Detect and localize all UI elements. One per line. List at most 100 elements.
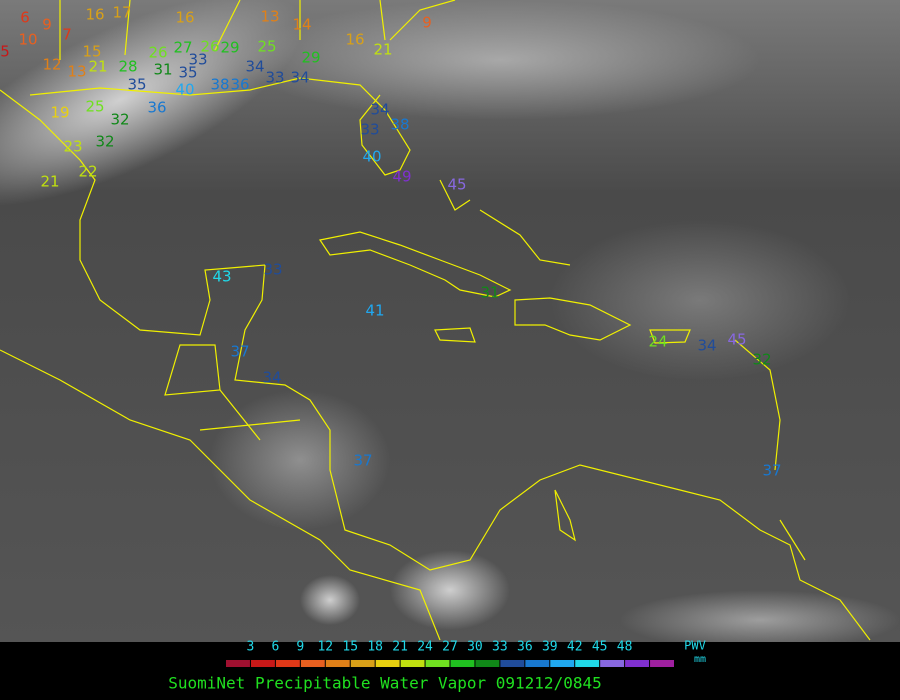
legend: 3 6 9 12 15 18 21 24 27 30 33 36 39 42 45 48 xyxy=(226,640,674,667)
station-value: 36 xyxy=(147,99,166,117)
station-value: 34 xyxy=(370,101,389,119)
station-value: 13 xyxy=(260,8,279,26)
legend-swatch xyxy=(226,660,250,667)
station-value: 43 xyxy=(212,268,231,286)
station-value: 14 xyxy=(292,16,311,34)
legend-swatch xyxy=(625,660,650,667)
station-value: 28 xyxy=(118,58,137,76)
legend-panel xyxy=(0,642,900,700)
legend-swatch xyxy=(275,660,300,667)
station-value: 36 xyxy=(230,76,249,94)
station-value: 33 xyxy=(188,51,207,69)
legend-tick-label: 36 xyxy=(517,640,533,655)
legend-swatch xyxy=(650,660,674,667)
station-value: 45 xyxy=(447,176,466,194)
legend-tick-label: 48 xyxy=(617,640,633,655)
station-value: 6 xyxy=(20,9,30,27)
station-value: 29 xyxy=(220,39,239,57)
station-value: 26 xyxy=(148,44,167,62)
station-value: 21 xyxy=(88,58,107,76)
station-value: 40 xyxy=(175,81,194,99)
station-value: 5 xyxy=(0,43,10,61)
legend-swatch xyxy=(425,660,450,667)
station-value: 25 xyxy=(85,98,104,116)
station-value: 15 xyxy=(82,43,101,61)
legend-swatch xyxy=(575,660,600,667)
station-value: 13 xyxy=(67,63,86,81)
legend-swatch xyxy=(375,660,400,667)
station-value: 37 xyxy=(353,452,372,470)
title: SuomiNet Precipitable Water Vapor 091212… xyxy=(168,674,601,693)
legend-swatch xyxy=(500,660,525,667)
legend-tick-label: 39 xyxy=(542,640,558,655)
station-value: 9 xyxy=(422,14,432,32)
station-value: 40 xyxy=(362,148,381,166)
station-value: 29 xyxy=(301,49,320,67)
satellite-image xyxy=(0,0,900,650)
legend-tick-label: 24 xyxy=(417,640,433,655)
station-value: 33 xyxy=(263,261,282,279)
legend-tick-label: 9 xyxy=(296,640,304,655)
station-value: 21 xyxy=(373,41,392,59)
station-value: 32 xyxy=(95,133,114,151)
legend-label: PWV xyxy=(684,639,706,653)
station-value: 19 xyxy=(50,104,69,122)
legend-tick-label: 6 xyxy=(271,640,279,655)
station-value: 31 xyxy=(480,284,499,302)
station-value: 31 xyxy=(153,61,172,79)
station-value: 35 xyxy=(178,64,197,82)
legend-swatch xyxy=(475,660,500,667)
station-value: 10 xyxy=(18,31,37,49)
legend-tick-label: 15 xyxy=(342,640,358,655)
legend-swatch xyxy=(300,660,325,667)
legend-swatch xyxy=(550,660,575,667)
station-value: 37 xyxy=(230,343,249,361)
station-value: 23 xyxy=(63,138,82,156)
station-value: 7 xyxy=(62,26,72,44)
station-value: 32 xyxy=(752,351,771,369)
station-value: 38 xyxy=(210,76,229,94)
station-value: 22 xyxy=(78,163,97,181)
station-value: 34 xyxy=(245,58,264,76)
legend-tick-label: 3 xyxy=(247,640,255,655)
station-value: 17 xyxy=(112,4,131,22)
station-value: 12 xyxy=(42,56,61,74)
legend-swatch xyxy=(400,660,425,667)
legend-tick-label: 21 xyxy=(392,640,408,655)
station-value: 16 xyxy=(345,31,364,49)
station-value: 38 xyxy=(390,116,409,134)
legend-swatch xyxy=(450,660,475,667)
station-value: 37 xyxy=(762,462,781,480)
station-value: 34 xyxy=(262,369,281,387)
station-value: 34 xyxy=(290,69,309,87)
station-value: 21 xyxy=(40,173,59,191)
legend-swatch xyxy=(600,660,625,667)
station-value: 9 xyxy=(42,16,52,34)
legend-tick-label: 27 xyxy=(442,640,458,655)
station-value: 33 xyxy=(265,69,284,87)
legend-swatch xyxy=(350,660,375,667)
station-value: 49 xyxy=(392,168,411,186)
station-value: 33 xyxy=(360,121,379,139)
legend-swatch xyxy=(325,660,350,667)
legend-swatch xyxy=(525,660,550,667)
station-value: 26 xyxy=(200,38,219,56)
station-value: 45 xyxy=(727,331,746,349)
station-value: 34 xyxy=(697,337,716,355)
legend-swatch xyxy=(250,660,275,667)
legend-tick-label: 30 xyxy=(467,640,483,655)
station-value: 41 xyxy=(365,302,384,320)
legend-tick-label: 42 xyxy=(567,640,583,655)
station-value: 24 xyxy=(648,333,667,351)
station-value: 16 xyxy=(85,6,104,24)
legend-tick-label: 18 xyxy=(367,640,383,655)
station-value: 27 xyxy=(173,39,192,57)
legend-tick-label: 12 xyxy=(317,640,333,655)
station-value: 32 xyxy=(110,111,129,129)
station-value: 16 xyxy=(175,9,194,27)
legend-tick-label: 45 xyxy=(592,640,608,655)
station-value: 25 xyxy=(257,38,276,56)
station-value: 35 xyxy=(127,76,146,94)
